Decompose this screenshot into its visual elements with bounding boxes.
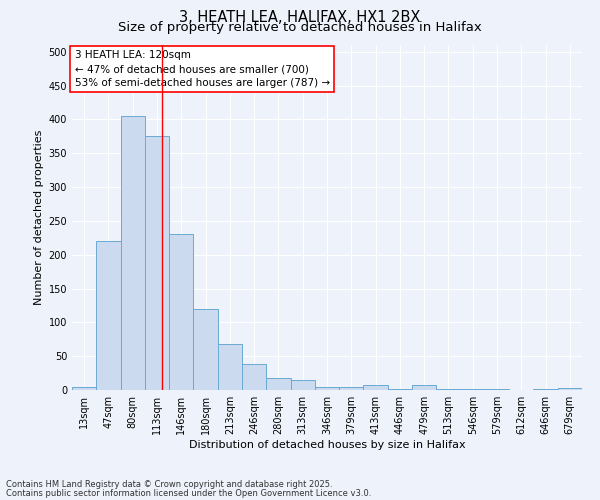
Bar xyxy=(364,386,388,390)
Bar xyxy=(388,388,412,390)
Bar xyxy=(121,116,145,390)
Bar xyxy=(266,378,290,390)
Bar xyxy=(558,388,582,390)
Bar xyxy=(339,386,364,390)
Bar xyxy=(96,241,121,390)
Bar xyxy=(218,344,242,390)
Bar xyxy=(290,380,315,390)
Bar xyxy=(461,388,485,390)
Bar xyxy=(412,386,436,390)
Text: Size of property relative to detached houses in Halifax: Size of property relative to detached ho… xyxy=(118,21,482,34)
Text: 3 HEATH LEA: 120sqm
← 47% of detached houses are smaller (700)
53% of semi-detac: 3 HEATH LEA: 120sqm ← 47% of detached ho… xyxy=(74,50,329,88)
Bar xyxy=(145,136,169,390)
Y-axis label: Number of detached properties: Number of detached properties xyxy=(34,130,44,305)
X-axis label: Distribution of detached houses by size in Halifax: Distribution of detached houses by size … xyxy=(188,440,466,450)
Text: Contains HM Land Registry data © Crown copyright and database right 2025.: Contains HM Land Registry data © Crown c… xyxy=(6,480,332,489)
Text: Contains public sector information licensed under the Open Government Licence v3: Contains public sector information licen… xyxy=(6,488,371,498)
Bar xyxy=(485,388,509,390)
Bar xyxy=(315,386,339,390)
Bar xyxy=(242,364,266,390)
Text: 3, HEATH LEA, HALIFAX, HX1 2BX: 3, HEATH LEA, HALIFAX, HX1 2BX xyxy=(179,10,421,25)
Bar xyxy=(72,386,96,390)
Bar xyxy=(533,388,558,390)
Bar xyxy=(436,388,461,390)
Bar xyxy=(193,309,218,390)
Bar xyxy=(169,234,193,390)
